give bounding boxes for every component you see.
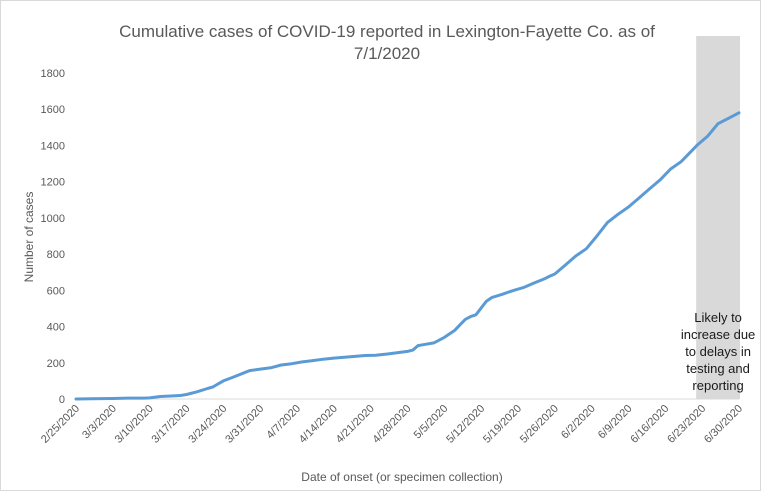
- x-tick-label: 6/23/2020: [665, 403, 708, 446]
- y-tick-label: 1400: [41, 140, 65, 152]
- x-tick-label: 2/25/2020: [39, 403, 82, 446]
- x-tick-label: 3/10/2020: [113, 403, 156, 446]
- y-tick-labels: 0 200 400 600 800 1000 1200 1400 1600 1800: [41, 68, 65, 406]
- y-tick-label: 1600: [41, 104, 65, 116]
- x-tick-label: 4/21/2020: [334, 403, 377, 446]
- shaded-region: [696, 36, 740, 399]
- y-tick-label: 0: [59, 394, 65, 406]
- x-tick-label: 5/26/2020: [518, 403, 561, 446]
- chart-title-line-2: 7/1/2020: [354, 44, 420, 63]
- y-tick-label: 200: [47, 358, 65, 370]
- annotation-line: to delays in: [685, 344, 751, 359]
- x-tick-label: 4/28/2020: [371, 403, 414, 446]
- y-tick-label: 400: [47, 322, 65, 334]
- x-tick-label: 3/17/2020: [150, 403, 193, 446]
- x-tick-label: 3/24/2020: [186, 403, 229, 446]
- shaded-region-annotation: Likely to increase due to delays in testing…: [681, 310, 755, 393]
- x-tick-label: 6/2/2020: [559, 403, 598, 442]
- x-tick-labels: 2/25/20203/3/20203/10/20203/17/20203/24/…: [39, 403, 745, 446]
- y-tick-label: 800: [47, 249, 65, 261]
- x-tick-label: 4/14/2020: [297, 403, 340, 446]
- annotation-line: Likely to: [694, 310, 742, 325]
- x-tick-label: 6/16/2020: [628, 403, 671, 446]
- y-tick-label: 1000: [41, 213, 65, 225]
- y-tick-label: 1800: [41, 68, 65, 80]
- x-tick-label: 5/12/2020: [444, 403, 487, 446]
- annotation-line: increase due: [681, 327, 755, 342]
- series-line: [74, 111, 741, 401]
- x-tick-label: 3/31/2020: [223, 403, 266, 446]
- x-tick-label: 5/19/2020: [481, 403, 524, 446]
- chart-title-line-1: Cumulative cases of COVID-19 reported in…: [119, 22, 655, 41]
- annotation-line: reporting: [692, 378, 743, 393]
- y-tick-label: 600: [47, 285, 65, 297]
- x-axis-title: Date of onset (or specimen collection): [301, 470, 502, 484]
- x-tick-label: 6/30/2020: [702, 403, 745, 446]
- annotation-line: testing and: [686, 361, 750, 376]
- y-axis-title: Number of cases: [22, 192, 36, 283]
- y-tick-label: 1200: [41, 177, 65, 189]
